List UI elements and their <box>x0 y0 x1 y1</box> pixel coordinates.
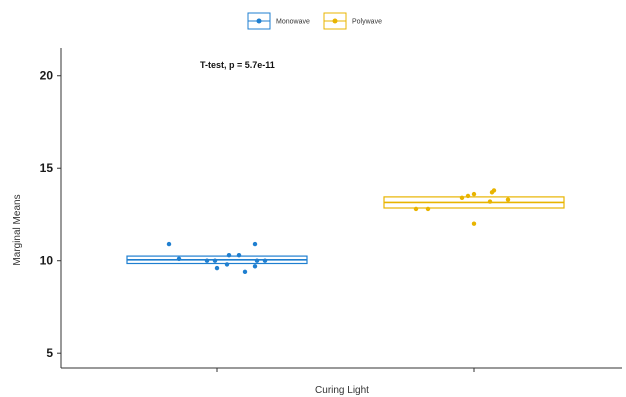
data-point-polywave <box>471 221 477 226</box>
data-point-polywave <box>471 191 477 197</box>
x-axis-title: Curing Light <box>315 385 369 396</box>
x-axis-ticks <box>216 368 475 372</box>
data-point-monowave <box>252 241 258 247</box>
data-point-polywave <box>491 188 497 193</box>
data-points <box>166 188 511 275</box>
legend-label-monowave: Monowave <box>276 19 310 26</box>
legend-item-polywave: Polywave <box>323 12 382 30</box>
data-point-monowave <box>214 265 220 271</box>
y-axis-title: Marginal Means <box>12 194 23 265</box>
legend-label-polywave: Polywave <box>352 19 382 26</box>
data-point-monowave <box>204 258 210 263</box>
y-tick-label: 5 <box>46 346 53 360</box>
y-tick-label: 15 <box>40 161 54 175</box>
data-point-monowave <box>236 252 242 258</box>
data-point-monowave <box>226 252 232 258</box>
y-axis-ticks: 5 10 15 20 <box>40 69 61 360</box>
data-point-monowave <box>254 258 260 263</box>
data-point-polywave <box>413 206 419 212</box>
data-point-polywave <box>425 206 431 212</box>
legend: Monowave Polywave <box>247 12 382 30</box>
data-point-monowave <box>252 264 258 269</box>
data-point-polywave <box>487 199 493 204</box>
legend-key-dot-polywave <box>332 18 338 24</box>
data-point-polywave <box>505 197 511 202</box>
legend-item-monowave: Monowave <box>247 12 310 30</box>
data-point-monowave <box>166 241 172 247</box>
data-point-monowave <box>212 258 218 263</box>
legend-key-dot-monowave <box>256 18 262 24</box>
data-point-monowave <box>242 269 248 275</box>
data-point-polywave <box>459 195 465 201</box>
data-point-polywave <box>465 193 471 199</box>
t-test-annotation: T-test, p = 5.7e-11 <box>200 60 275 70</box>
data-point-monowave <box>176 256 182 262</box>
data-point-monowave <box>224 262 230 267</box>
boxes <box>126 196 565 265</box>
data-point-monowave <box>262 258 268 263</box>
y-tick-label: 10 <box>40 254 54 268</box>
y-tick-label: 20 <box>40 69 54 83</box>
